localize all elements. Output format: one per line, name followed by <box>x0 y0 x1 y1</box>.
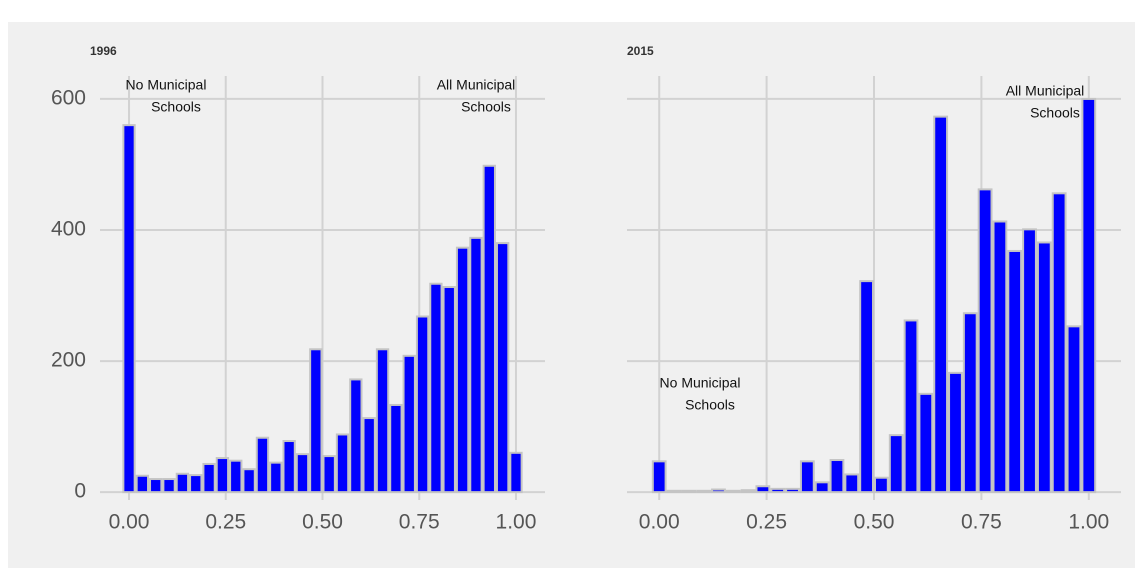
bar <box>175 472 190 494</box>
bar <box>874 476 889 494</box>
bar <box>1051 192 1067 494</box>
bar <box>829 459 845 494</box>
x-tick-label: 0.50 <box>302 511 343 534</box>
bar <box>859 280 874 494</box>
bar <box>122 124 136 494</box>
bar <box>335 433 350 494</box>
bar <box>255 436 270 494</box>
bar <box>888 434 904 494</box>
bar <box>269 461 283 494</box>
y-tick-label: 0 <box>74 480 86 503</box>
bar <box>1022 228 1037 494</box>
bar <box>282 440 296 494</box>
bar <box>455 246 470 494</box>
annotation: Schools <box>461 99 511 115</box>
annotation: Schools <box>685 397 735 413</box>
bar <box>799 460 815 494</box>
bar <box>1036 241 1052 494</box>
annotation: All Municipal <box>437 77 516 93</box>
bar <box>785 487 800 494</box>
annotation: Schools <box>151 99 201 115</box>
bar <box>375 348 390 494</box>
bar <box>814 481 830 494</box>
bar <box>666 489 682 494</box>
x-tick-label: 0.25 <box>205 511 246 534</box>
bar <box>229 459 243 494</box>
bar <box>469 236 483 494</box>
bar <box>389 403 403 494</box>
bar <box>349 378 363 494</box>
x-tick-label: 1.00 <box>496 511 537 534</box>
bar <box>770 487 786 494</box>
x-tick-label: 1.00 <box>1068 511 1109 534</box>
bar <box>202 462 216 494</box>
bar <box>711 488 726 494</box>
bar <box>429 282 443 494</box>
x-tick-label: 0.75 <box>399 511 440 534</box>
bar <box>962 312 978 494</box>
bar <box>309 348 323 494</box>
bar <box>322 455 336 494</box>
bar <box>295 453 310 494</box>
bar <box>755 485 771 494</box>
annotation: No Municipal <box>126 77 207 93</box>
x-tick-label: 0.25 <box>746 511 787 534</box>
bar <box>362 417 376 494</box>
annotation: All Municipal <box>1006 83 1085 99</box>
bar <box>1081 97 1097 494</box>
y-tick-label: 400 <box>51 218 86 241</box>
bar <box>681 489 697 494</box>
bar <box>696 489 712 494</box>
y-tick-label: 600 <box>51 86 86 109</box>
panel-title: 2015 <box>627 44 654 58</box>
bar <box>402 354 416 494</box>
x-tick-label: 0.00 <box>109 511 150 534</box>
bar <box>903 319 919 494</box>
y-tick-label: 200 <box>51 349 86 372</box>
x-tick-label: 0.50 <box>854 511 895 534</box>
annotation: Schools <box>1030 105 1080 121</box>
bar <box>651 460 667 494</box>
bar <box>135 474 150 494</box>
bar <box>933 115 949 494</box>
bar <box>215 457 230 494</box>
x-tick-label: 0.00 <box>639 511 680 534</box>
bar <box>442 286 456 494</box>
panel-title: 1996 <box>90 44 117 58</box>
bar <box>844 473 860 494</box>
bar <box>242 468 256 494</box>
annotation: No Municipal <box>660 375 741 391</box>
bar <box>918 392 934 494</box>
bar <box>495 242 510 494</box>
bar <box>725 489 741 494</box>
bar <box>977 188 993 494</box>
bar <box>1007 249 1023 494</box>
bar <box>149 478 163 494</box>
bar <box>948 371 963 494</box>
bar <box>162 478 176 494</box>
x-tick-label: 0.75 <box>961 511 1002 534</box>
bar <box>189 474 203 494</box>
bar <box>992 220 1008 494</box>
bar <box>509 451 523 494</box>
bar <box>1066 325 1082 494</box>
bar <box>415 315 430 494</box>
bar <box>482 164 496 494</box>
bar <box>740 489 756 494</box>
